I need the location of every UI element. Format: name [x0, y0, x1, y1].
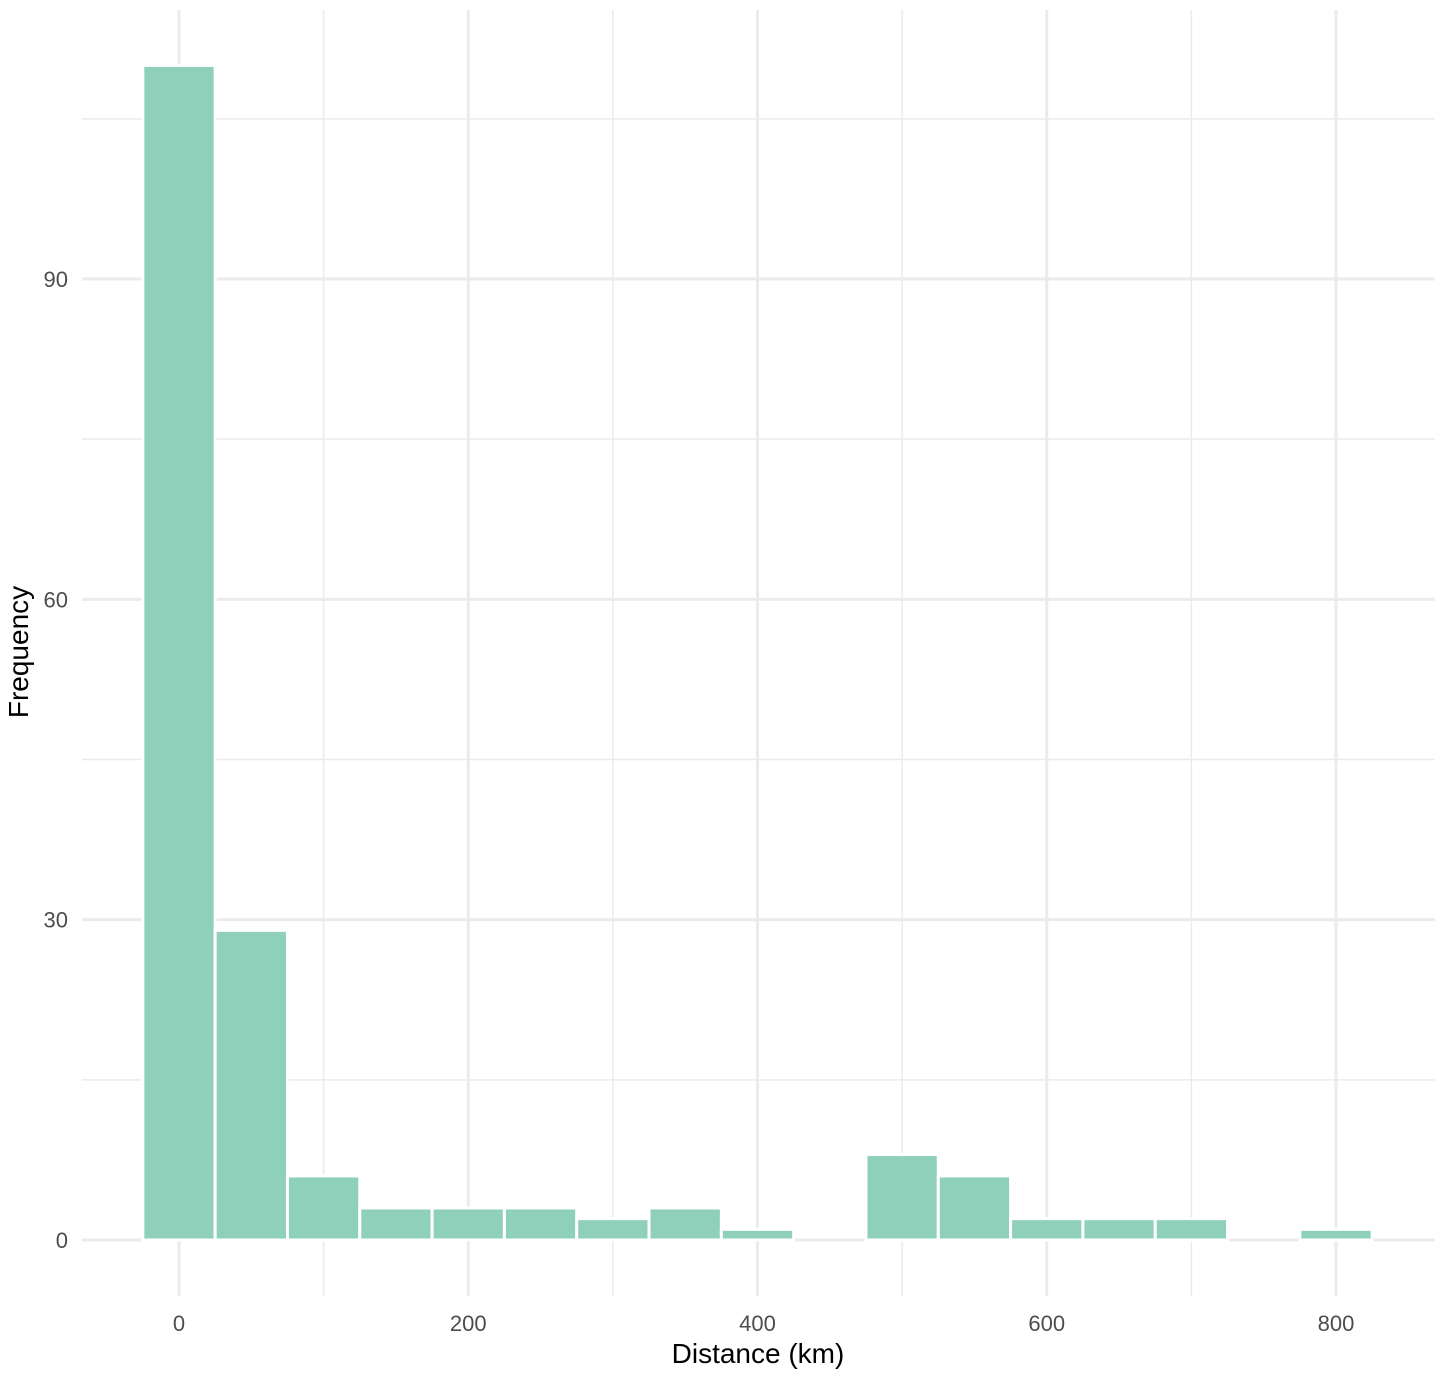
histogram-bar: [141, 63, 217, 1242]
y-tick-label: 60: [44, 587, 68, 612]
histogram-bar: [864, 1153, 940, 1242]
histogram-bar: [1298, 1227, 1374, 1242]
histogram-bar: [575, 1217, 651, 1242]
x-tick-label: 800: [1318, 1311, 1355, 1336]
x-tick-label: 200: [450, 1311, 487, 1336]
x-axis-title: Distance (km): [672, 1338, 845, 1369]
histogram-bar: [719, 1227, 796, 1242]
x-tick-label: 400: [739, 1311, 776, 1336]
x-tick-label: 0: [173, 1311, 185, 1336]
y-axis-title: Frequency: [3, 586, 34, 718]
x-tick-labels: 0 200 400 600 800: [173, 1311, 1354, 1336]
histogram-bar: [936, 1174, 1013, 1242]
histogram-bar: [502, 1206, 579, 1242]
histogram-bar: [1081, 1217, 1157, 1242]
x-tick-label: 600: [1028, 1311, 1065, 1336]
histogram-bar: [358, 1206, 434, 1242]
y-tick-label: 90: [44, 267, 68, 292]
y-tick-label: 30: [44, 908, 68, 933]
histogram-bar: [647, 1206, 723, 1242]
y-tick-labels: 0 30 60 90: [44, 267, 68, 1253]
bar-layer: [141, 63, 1374, 1242]
histogram-bar: [1153, 1217, 1230, 1242]
histogram-bar: [213, 928, 289, 1242]
histogram-bar: [1009, 1217, 1085, 1242]
histogram-bar: [430, 1206, 506, 1242]
y-tick-label: 0: [56, 1228, 68, 1253]
histogram-bar: [285, 1174, 362, 1242]
